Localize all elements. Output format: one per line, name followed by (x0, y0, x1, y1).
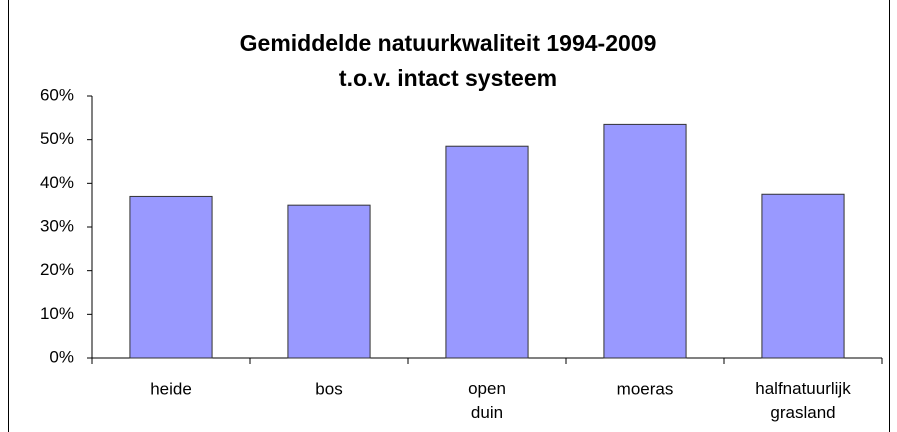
y-tick-label: 50% (40, 129, 74, 148)
x-tick-label: open duin (468, 379, 506, 422)
y-tick-label: 30% (40, 216, 74, 235)
chart-title: Gemiddelde natuurkwaliteit 1994-2009 (240, 30, 657, 56)
bar (761, 193, 845, 359)
x-tick-label-line: grasland (770, 403, 835, 422)
x-tick-label: heide (150, 379, 192, 398)
y-tick-label: 20% (40, 260, 74, 279)
y-tick-label: 0% (49, 347, 74, 366)
y-tick-label: 40% (40, 173, 74, 192)
bar (129, 195, 213, 359)
x-tick-label-line: duin (471, 403, 503, 422)
x-tick-label: bos (315, 379, 342, 398)
x-tick-label-line: halfnatuurlijk (755, 379, 851, 398)
chart-subtitle: t.o.v. intact systeem (339, 65, 557, 91)
y-tick-label: 10% (40, 304, 74, 323)
x-tick-label: moeras (617, 379, 674, 398)
bar (445, 145, 529, 359)
x-tick-label: halfnatuurlijk grasland (755, 379, 851, 422)
y-tick-label: 60% (40, 85, 74, 104)
x-tick-label-line: open (468, 379, 506, 398)
bar (603, 123, 687, 359)
bar (287, 204, 371, 359)
